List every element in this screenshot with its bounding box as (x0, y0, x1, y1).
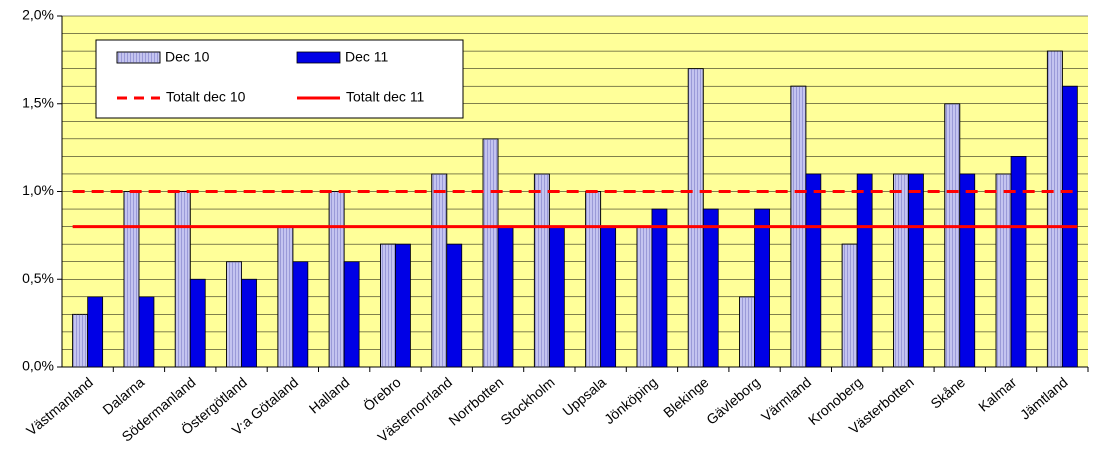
bar (651, 208, 668, 368)
y-tick-label: 1,0% (22, 182, 54, 198)
bar (548, 226, 565, 368)
bar-hatch (277, 226, 294, 368)
bar (754, 208, 770, 368)
bar-hatch (944, 103, 961, 368)
bar-hatch (328, 191, 345, 368)
x-tick-label: Skåne (927, 374, 968, 412)
bar-hatch (893, 173, 909, 368)
y-tick-label: 1,5% (22, 94, 54, 110)
x-tick-label: Kalmar (975, 374, 1020, 415)
bar-hatch (431, 173, 448, 368)
bar (600, 226, 617, 368)
bar (292, 261, 309, 368)
x-tick-label: Jönköping (601, 374, 660, 427)
legend-swatch (296, 51, 341, 64)
y-tick-label: 0,5% (22, 270, 54, 286)
bar (1010, 155, 1027, 368)
bar-hatch (1046, 50, 1063, 368)
x-tick-label: Stockholm (497, 374, 557, 428)
x-tick-label: Uppsala (559, 374, 609, 419)
bar-hatch (739, 296, 755, 368)
bar (395, 243, 411, 368)
bar-hatch (636, 226, 653, 368)
x-tick-label: Gävleborg (703, 374, 763, 428)
bar (497, 226, 514, 368)
bar-hatch (226, 261, 242, 368)
legend: Dec 10 Dec 11 Totalt dec 10 Totalt dec 11 (95, 39, 464, 119)
bar (856, 173, 873, 368)
bar (87, 296, 104, 368)
legend-label: Totalt dec 10 (166, 89, 246, 105)
bar-hatch (482, 138, 499, 368)
y-tick-label: 2,0% (22, 7, 54, 23)
y-tick-label: 0,0% (22, 358, 54, 374)
bar (959, 173, 976, 368)
bar-hatch (841, 243, 858, 368)
legend-label: Totalt dec 11 (346, 89, 425, 105)
x-tick-label: Norrbotten (445, 374, 506, 429)
bar-hatch (123, 191, 140, 368)
x-tick-label: Jämtland (1017, 374, 1071, 423)
bar-hatch (585, 191, 602, 368)
bar-hatch (687, 68, 704, 368)
bar (702, 208, 719, 368)
bar (189, 278, 206, 368)
bar-hatch (533, 173, 550, 368)
bar (343, 261, 360, 368)
bar-hatch (72, 313, 89, 368)
x-tick-label: Halland (306, 374, 353, 417)
bar-hatch (174, 191, 191, 368)
legend-label: Dec 11 (345, 49, 389, 65)
bar (446, 243, 463, 368)
x-tick-label: Västmanland (23, 374, 96, 439)
bar (138, 296, 155, 368)
bar-hatch (995, 173, 1012, 368)
legend-hatch (116, 51, 161, 64)
legend-label: Dec 10 (165, 49, 210, 65)
x-tick-label: Örebro (359, 373, 403, 414)
bar (908, 173, 924, 368)
x-tick-label: Dalarna (99, 374, 147, 418)
bar (805, 173, 822, 368)
bar-hatch (380, 243, 396, 368)
bar (241, 278, 257, 368)
